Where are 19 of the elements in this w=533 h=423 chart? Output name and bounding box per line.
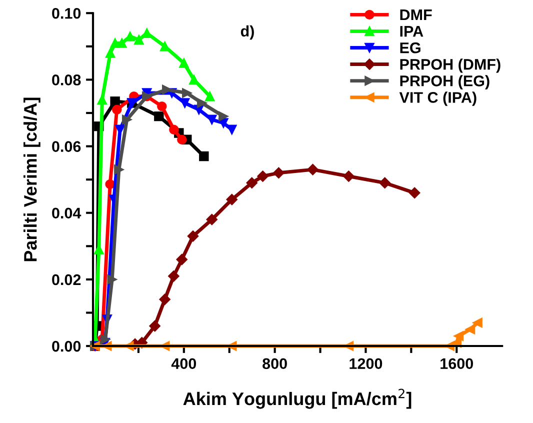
x-tick-label: 800 [262,358,287,370]
y-tick-label: 0.02 [52,274,81,286]
y-tick-label: 0.08 [52,74,81,86]
x-tick-label: 1600 [440,358,473,370]
x-tick-label: 1200 [350,358,382,370]
y-tick-label: 0.06 [52,141,81,152]
legend-label: VIT C (IPA) [399,92,476,106]
text: 0.00 [52,340,81,352]
x-axis-title: Akim Yogunlugu [mA/cm$^{2}$] [183,388,412,409]
legend-label: IPA [400,26,424,37]
y-tick-label: 0.10 [52,8,81,19]
legend-label: DMF [400,10,432,20]
annotation: d) [240,25,254,40]
legend-label: EG [400,42,420,54]
y-tick-label: 0.04 [52,208,82,219]
legend-label: PRPOH (DMF) [400,58,500,73]
x-tick-label: 400 [171,358,196,370]
y-axis-title: Parilti Verimi [cd/A] [24,98,40,262]
legend-label: PRPOH (EG) [400,75,490,90]
